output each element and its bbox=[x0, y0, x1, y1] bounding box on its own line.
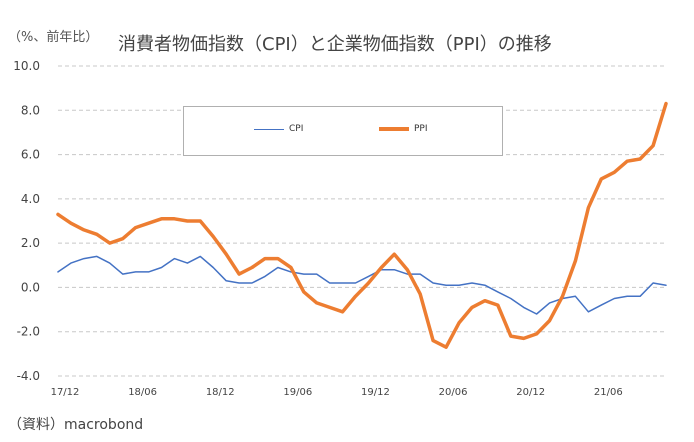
x-tick-label: 18/06 bbox=[128, 387, 157, 398]
series-line-cpi bbox=[57, 255, 667, 315]
series-line-ppi bbox=[56, 101, 668, 349]
y-tick-label: -2.0 bbox=[17, 325, 40, 339]
y-tick-label: -4.0 bbox=[17, 369, 40, 383]
y-tick-label: 4.0 bbox=[21, 192, 40, 206]
x-axis-ticks: 17/12 18/06 18/12 19/06 19/12 20/06 20/12 21/06 bbox=[51, 387, 623, 398]
legend-swatch-ppi bbox=[379, 127, 409, 131]
source-note: （資料）macrobond bbox=[8, 417, 144, 433]
x-tick-label: 20/12 bbox=[516, 387, 545, 398]
x-tick-label: 19/12 bbox=[361, 387, 390, 398]
x-tick-label: 17/12 bbox=[51, 387, 80, 398]
y-axis-ticks: 10.0 8.0 6.0 4.0 2.0 0.0 -2.0 -4.0 bbox=[13, 59, 40, 383]
legend-item-ppi: PPI bbox=[379, 124, 428, 134]
chart-title: 消費者物価指数（CPI）と企業物価指数（PPI）の推移 bbox=[118, 34, 552, 55]
x-tick-label: 21/06 bbox=[594, 387, 623, 398]
x-tick-label: 20/06 bbox=[439, 387, 468, 398]
y-tick-label: 0.0 bbox=[21, 280, 40, 294]
y-tick-label: 8.0 bbox=[21, 103, 40, 117]
legend-swatch-cpi bbox=[254, 128, 284, 130]
y-tick-label: 6.0 bbox=[21, 148, 40, 162]
legend: CPI PPI bbox=[183, 106, 503, 156]
x-tick-label: 19/06 bbox=[283, 387, 312, 398]
legend-label-cpi: CPI bbox=[289, 124, 304, 134]
legend-item-cpi: CPI bbox=[254, 124, 303, 134]
series-lines bbox=[56, 101, 668, 349]
y-tick-label: 10.0 bbox=[13, 59, 40, 73]
y-tick-label: 2.0 bbox=[21, 236, 40, 250]
unit-label: （%、前年比） bbox=[8, 30, 99, 45]
legend-label-ppi: PPI bbox=[414, 124, 428, 134]
x-tick-label: 18/12 bbox=[206, 387, 235, 398]
